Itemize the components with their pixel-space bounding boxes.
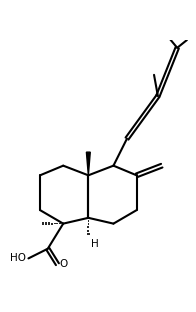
Text: H: H [91, 239, 99, 249]
Text: HO: HO [10, 253, 25, 263]
Text: O: O [59, 259, 68, 269]
Polygon shape [86, 152, 90, 175]
